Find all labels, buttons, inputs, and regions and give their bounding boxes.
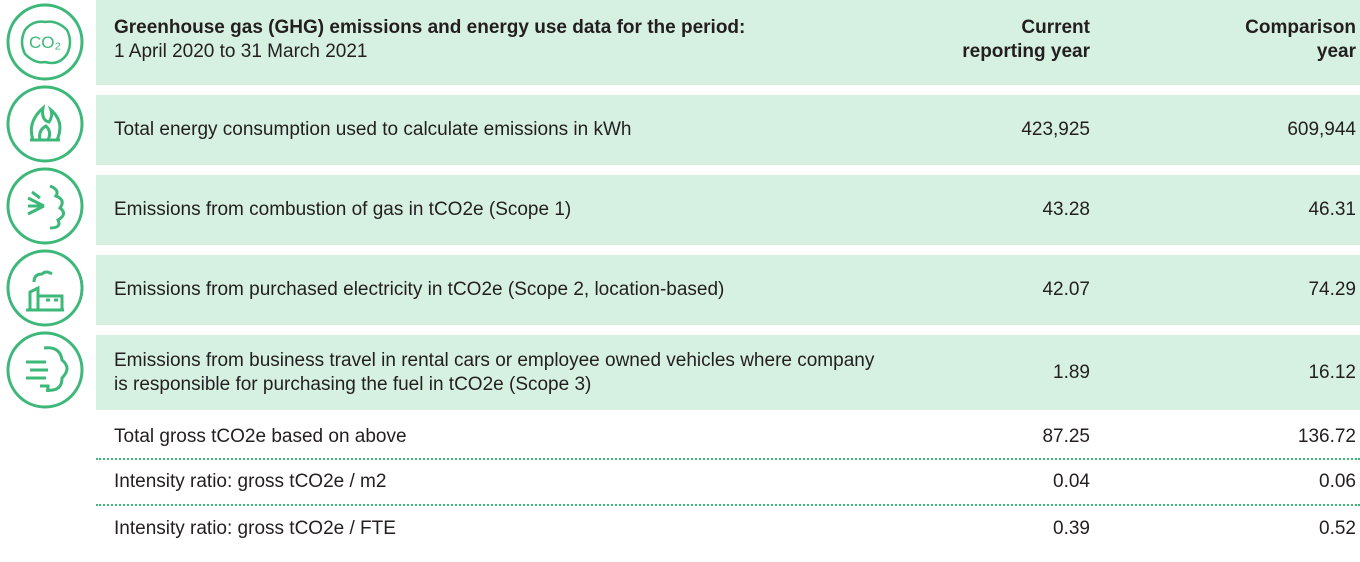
header-row: Greenhouse gas (GHG) emissions and energ… bbox=[96, 0, 1360, 85]
data-row: Total energy consumption used to calcula… bbox=[96, 95, 1360, 165]
icon-circle bbox=[6, 85, 84, 163]
icon-circle bbox=[6, 249, 84, 327]
header-subtitle: 1 April 2020 to 31 March 2021 bbox=[114, 41, 368, 62]
label-cell: Total gross tCO2e based on above bbox=[114, 425, 407, 447]
column-header: Comparison year bbox=[1245, 17, 1356, 62]
value-cell: 0.52 bbox=[1319, 518, 1356, 539]
value-cell: 609,944 bbox=[1287, 119, 1356, 140]
label-cell: Emissions from business travel in rental… bbox=[114, 349, 875, 395]
value-cell: 0.06 bbox=[1319, 471, 1356, 492]
value-cell: 0.04 bbox=[1053, 471, 1090, 492]
cloud-shape bbox=[20, 20, 72, 65]
header-title: Greenhouse gas (GHG) emissions and energ… bbox=[114, 17, 746, 38]
value-cell: 16.12 bbox=[1308, 361, 1356, 383]
value-cell: 136.72 bbox=[1297, 425, 1356, 447]
label-cell: Total energy consumption used to calcula… bbox=[114, 119, 632, 140]
header-cell: Comparison year bbox=[1090, 16, 1360, 64]
value-cell: 42.07 bbox=[1042, 279, 1090, 300]
icon-circle bbox=[6, 167, 84, 245]
value-cell: 423,925 bbox=[1021, 119, 1090, 140]
summary-row: Intensity ratio: gross tCO2e / FTE 0.39 0.… bbox=[96, 506, 1360, 552]
value-cell: 0.39 bbox=[1053, 518, 1090, 539]
data-row: Emissions from combustion of gas in tCO2… bbox=[96, 175, 1360, 245]
exhaust-icon bbox=[26, 346, 69, 392]
label-cell: Intensity ratio: gross tCO2e / FTE bbox=[114, 518, 396, 539]
value-cell: 87.25 bbox=[1042, 425, 1090, 447]
co2-label: CO₂ bbox=[29, 33, 61, 52]
value-cell: 43.28 bbox=[1042, 199, 1090, 220]
summary-row: Total gross tCO2e based on above 87.25 136… bbox=[96, 415, 1360, 460]
emissions-table: Greenhouse gas (GHG) emissions and energ… bbox=[96, 0, 1360, 552]
header-cell: Greenhouse gas (GHG) emissions and energ… bbox=[96, 16, 910, 64]
icon-column: CO₂ bbox=[6, 3, 84, 409]
icon-circle bbox=[6, 3, 84, 81]
column-header: Current reporting year bbox=[962, 17, 1090, 62]
value-cell: 1.89 bbox=[1053, 361, 1090, 383]
label-cell: Emissions from combustion of gas in tCO2… bbox=[114, 199, 572, 220]
icon-circle bbox=[6, 331, 84, 409]
label-cell: Intensity ratio: gross tCO2e / m2 bbox=[114, 471, 387, 492]
gas-icon bbox=[27, 184, 65, 230]
flame-icon bbox=[29, 104, 62, 142]
data-row: Emissions from business travel in rental… bbox=[96, 335, 1360, 410]
data-row: Emissions from purchased electricity in … bbox=[96, 255, 1360, 325]
value-cell: 74.29 bbox=[1308, 279, 1356, 300]
factory-icon bbox=[26, 270, 64, 312]
table-body: Total energy consumption used to calcula… bbox=[96, 95, 1360, 552]
label-cell: Emissions from purchased electricity in … bbox=[114, 279, 725, 300]
header-cell: Current reporting year bbox=[910, 16, 1090, 64]
value-cell: 46.31 bbox=[1308, 199, 1356, 220]
summary-row: Intensity ratio: gross tCO2e / m2 0.04 0.0… bbox=[96, 460, 1360, 506]
